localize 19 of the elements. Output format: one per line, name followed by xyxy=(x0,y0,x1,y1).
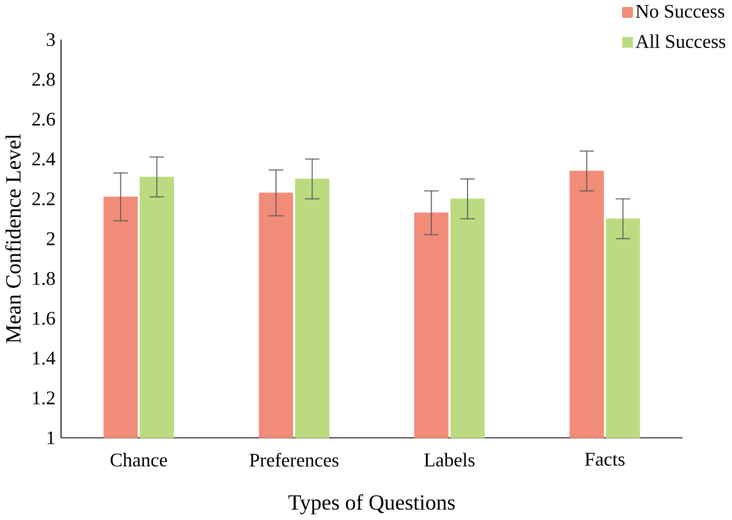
y-tick-label: 2.4 xyxy=(32,152,56,166)
y-tick-label: 2.8 xyxy=(32,73,55,86)
x-tick-label: Preferences xyxy=(250,453,338,467)
y-tick-label: 1 xyxy=(48,432,54,444)
y-tick-label: 1.6 xyxy=(33,312,56,326)
x-tick-label: Facts xyxy=(585,453,625,466)
y-tick-label: 2.6 xyxy=(32,112,56,126)
y-tick-label: 2.2 xyxy=(32,192,55,206)
legend-label: All Success xyxy=(636,34,726,48)
legend-label: No Success xyxy=(636,5,724,18)
x-tick-label: Chance xyxy=(110,453,168,467)
y-tick-label: 1.4 xyxy=(33,352,56,365)
y-tick-label: 3 xyxy=(46,33,55,46)
x-tick-label: Labels xyxy=(424,453,475,467)
x-axis-title: Types of Questions xyxy=(288,494,455,515)
y-tick-label: 1.8 xyxy=(33,272,55,286)
y-axis-title: Mean Confidence Level xyxy=(5,134,21,344)
y-tick-label: 2 xyxy=(46,232,55,246)
y-tick-label: 1.2 xyxy=(33,392,55,405)
